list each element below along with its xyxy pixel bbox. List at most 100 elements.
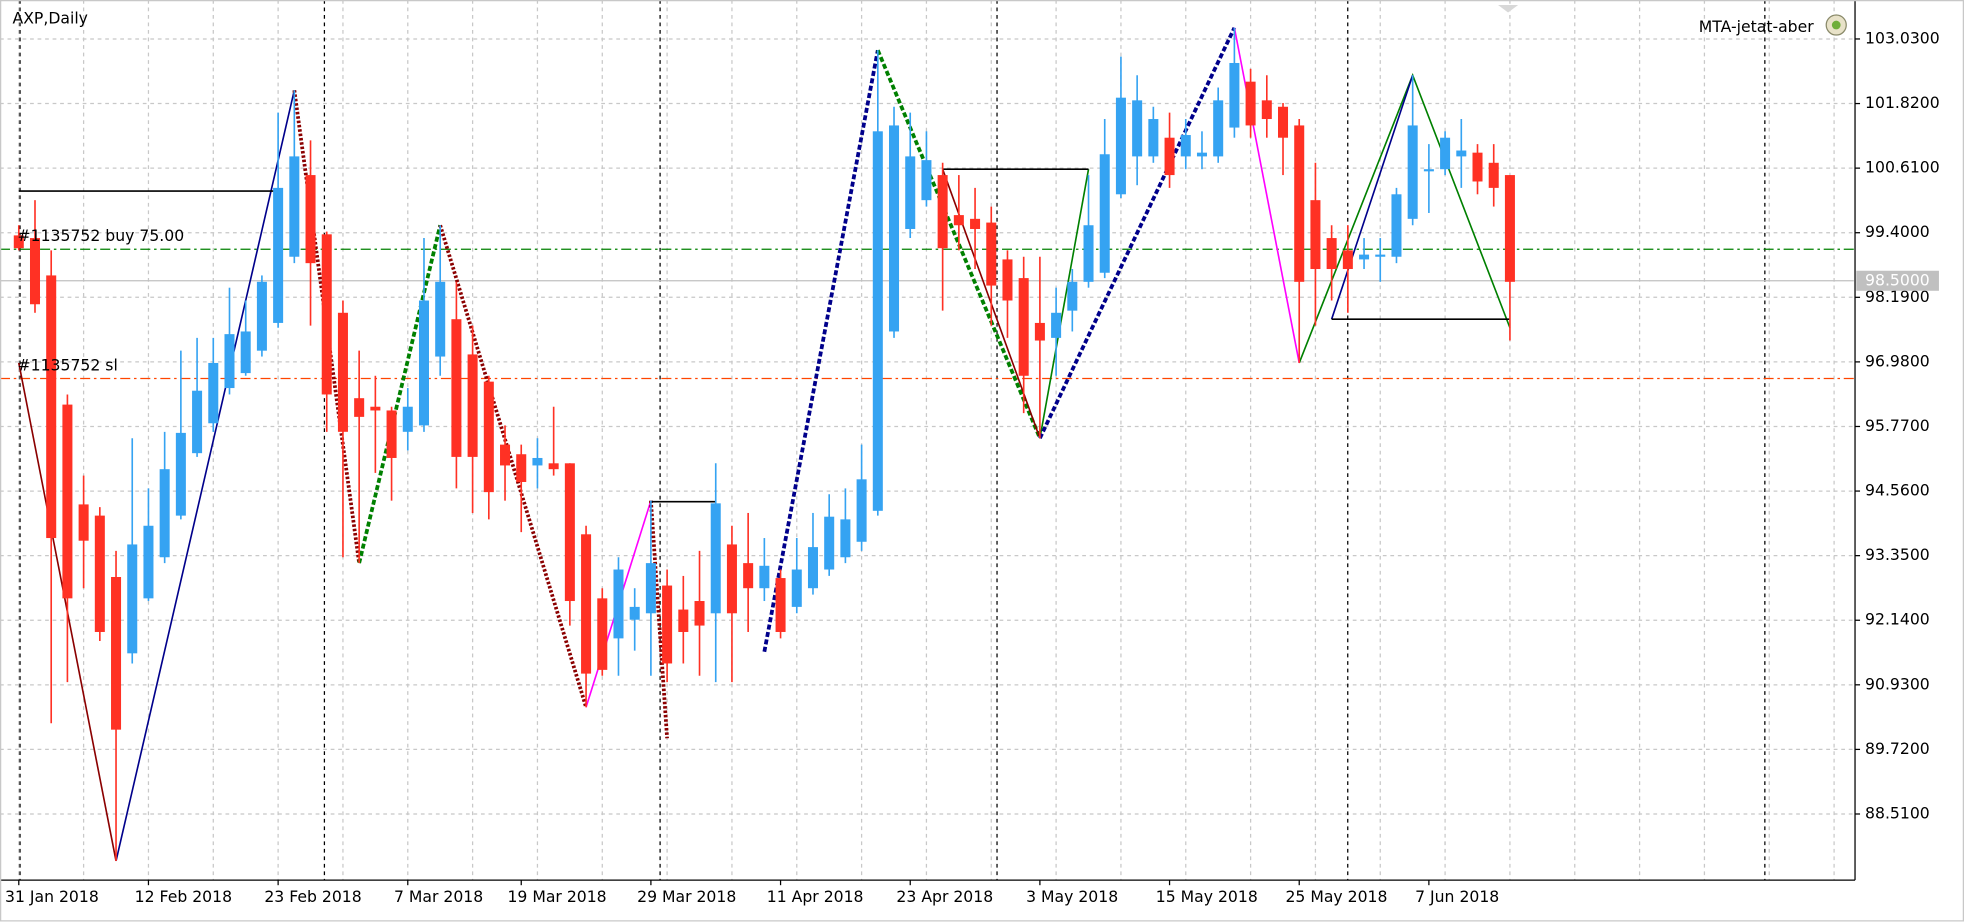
- y-tick-label: 94.5600: [1865, 481, 1930, 500]
- candle-body: [613, 569, 624, 639]
- candle-body: [386, 410, 397, 458]
- candle-body: [354, 398, 365, 417]
- candle-body: [78, 504, 89, 541]
- candle-body: [889, 125, 900, 332]
- candle-body: [1488, 162, 1499, 188]
- candle-body: [775, 578, 786, 632]
- candle-body: [224, 334, 235, 389]
- candle-body: [1456, 150, 1467, 157]
- candle-body: [192, 390, 203, 454]
- candle-body: [321, 234, 332, 395]
- candle-body: [159, 469, 170, 558]
- x-tick-label: 11 Apr 2018: [767, 887, 864, 906]
- trade-level-label: #1135752 sl: [18, 355, 118, 374]
- candle-body: [29, 238, 41, 305]
- candle-body: [1310, 200, 1321, 270]
- y-tick-label: 95.7700: [1865, 416, 1930, 435]
- candle-body: [1002, 259, 1013, 301]
- candle-body: [516, 454, 527, 482]
- candle-body: [986, 222, 997, 286]
- candle-body: [532, 457, 543, 466]
- candle-body: [1164, 137, 1175, 176]
- x-tick-label: 23 Apr 2018: [896, 887, 993, 906]
- candle-body: [1180, 135, 1191, 157]
- candle-body: [1342, 250, 1353, 270]
- candle-body: [1261, 100, 1272, 120]
- candle-body: [94, 515, 105, 632]
- x-tick-label: 31 Jan 2018: [5, 887, 99, 906]
- x-tick-label: 25 May 2018: [1285, 887, 1387, 906]
- zigzag-line: [115, 90, 296, 862]
- candle-body: [1294, 125, 1305, 282]
- x-tick-label: 29 Mar 2018: [637, 887, 736, 906]
- candle-body: [1067, 281, 1078, 311]
- candle-body: [1245, 81, 1256, 126]
- candle-body: [208, 362, 219, 424]
- candle-body: [1375, 254, 1386, 257]
- candle-body: [143, 525, 154, 599]
- zigzag-line: [1298, 73, 1511, 364]
- x-tick-label: 23 Feb 2018: [264, 887, 361, 906]
- x-tick-label: 3 May 2018: [1026, 887, 1118, 906]
- candle-body: [289, 156, 300, 257]
- y-tick-label: 100.6100: [1865, 158, 1940, 177]
- indicator-label: MTA-jetat-aber: [1699, 17, 1814, 36]
- candle-body: [856, 479, 867, 542]
- candle-body: [710, 503, 721, 614]
- candle-body: [1083, 225, 1094, 282]
- candle-body: [548, 463, 559, 470]
- candle-body: [759, 565, 770, 589]
- zigzag-line: [649, 500, 669, 739]
- candle-body: [111, 577, 122, 730]
- candle-body: [840, 519, 851, 558]
- zigzag-line: [1039, 169, 1090, 439]
- y-tick-label: 96.9800: [1865, 351, 1930, 370]
- candle-body: [1278, 106, 1289, 138]
- candle-body: [1326, 238, 1337, 270]
- x-tick-label: 15 May 2018: [1156, 887, 1258, 906]
- candle-body: [694, 601, 705, 626]
- chart-title: AXP,Daily: [13, 8, 88, 27]
- trade-level-label: #1135752 buy 75.00: [18, 226, 185, 245]
- candle-body: [1148, 119, 1159, 157]
- candle-body: [256, 281, 267, 351]
- candle-body: [970, 218, 981, 229]
- last-price-box: [1856, 270, 1939, 291]
- candle-body: [435, 281, 446, 357]
- zigzag-line: [1233, 27, 1301, 364]
- candle-body: [1213, 100, 1224, 157]
- candle-body: [905, 156, 916, 229]
- y-tick-label: 90.9300: [1865, 674, 1930, 693]
- candle-body: [564, 463, 575, 602]
- candle-body: [743, 563, 754, 589]
- last-price-label: 98.5000: [1865, 270, 1930, 289]
- candle-body: [726, 544, 737, 614]
- candle-body: [1359, 254, 1370, 260]
- candle-body: [662, 585, 673, 664]
- candle-body: [1018, 278, 1029, 376]
- candle-body: [953, 215, 964, 226]
- x-tick-label: 19 Mar 2018: [507, 887, 606, 906]
- candle-body: [791, 569, 802, 607]
- zigzag-line: [438, 224, 588, 708]
- y-tick-label: 99.4000: [1865, 222, 1930, 241]
- candle-body: [597, 598, 608, 670]
- zigzag-line: [1330, 75, 1414, 320]
- y-tick-label: 89.7200: [1865, 739, 1930, 758]
- y-tick-label: 93.3500: [1865, 545, 1930, 564]
- annotations: 88.5100 89.7200 90.9300 92.1400 93.3500 94.56…: [5, 28, 1940, 906]
- candle-body: [645, 563, 656, 614]
- candle-body: [1115, 97, 1126, 195]
- candle-body: [500, 444, 511, 466]
- candle-body: [62, 404, 73, 599]
- candle-body: [937, 175, 948, 249]
- candle-body: [240, 331, 251, 374]
- zigzag-line: [876, 49, 1042, 439]
- candle-body: [1034, 322, 1045, 341]
- candle-body: [1132, 100, 1143, 157]
- candle-body: [921, 160, 932, 201]
- indicator-icon: [1825, 14, 1847, 36]
